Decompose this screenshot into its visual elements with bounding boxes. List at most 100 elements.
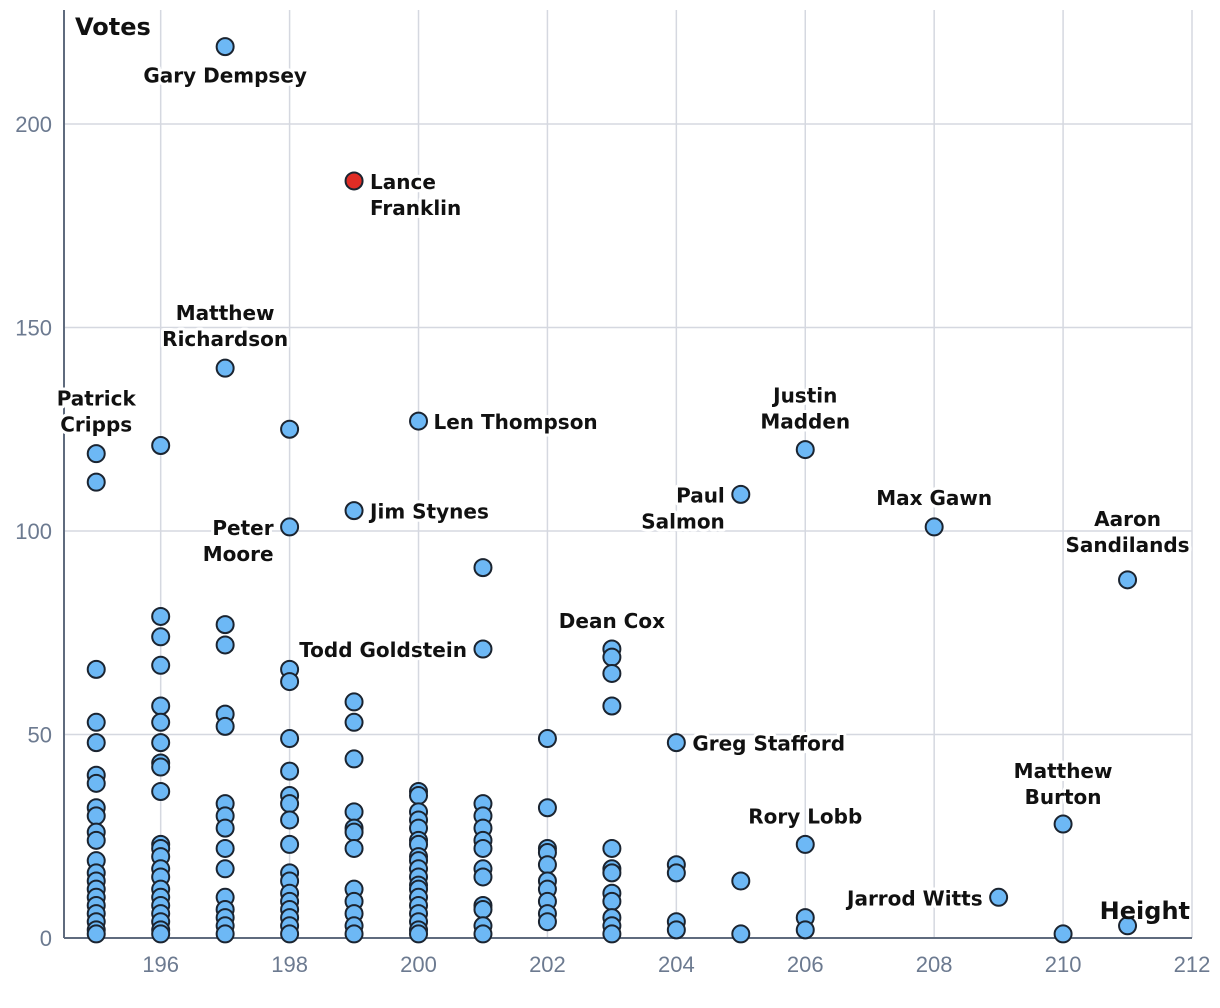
data-point	[344, 712, 364, 732]
data-point	[280, 794, 300, 814]
annotation-line: Rory Lobb	[748, 804, 862, 828]
annotation-line: Lance	[370, 170, 436, 194]
data-point	[473, 924, 493, 944]
data-point	[344, 501, 364, 521]
annotation-line: Greg Stafford	[692, 732, 845, 756]
data-point	[151, 712, 171, 732]
data-point	[215, 635, 235, 655]
annotation-line: Max Gawn	[876, 486, 992, 510]
data-point	[473, 558, 493, 578]
data-point	[537, 729, 557, 749]
annotation-label: Jarrod Witts	[845, 886, 983, 910]
data-point	[215, 838, 235, 858]
annotation-line: Richardson	[162, 327, 288, 351]
data-point	[151, 627, 171, 647]
data-point	[215, 716, 235, 736]
x-tick-label: 200	[400, 952, 437, 977]
annotation-label: Rory Lobb	[748, 804, 862, 828]
x-tick-label: 208	[916, 952, 953, 977]
data-point	[151, 606, 171, 626]
y-tick-label: 0	[40, 926, 52, 951]
data-point	[602, 647, 622, 667]
x-tick-label: 206	[787, 952, 824, 977]
x-tick-label: 202	[529, 952, 566, 977]
data-point	[86, 806, 106, 826]
annotation-label: Max Gawn	[876, 486, 992, 510]
data-point	[1118, 916, 1138, 936]
annotation-label: Aaron Sandilands	[1065, 507, 1189, 557]
data-point	[280, 729, 300, 749]
data-point	[473, 900, 493, 920]
data-point	[280, 517, 300, 537]
data-point	[86, 924, 106, 944]
annotation-line: Gary Dempsey	[143, 64, 307, 88]
data-point	[280, 834, 300, 854]
data-point	[86, 830, 106, 850]
data-point	[86, 773, 106, 793]
annotation-label: Justin Madden	[760, 384, 850, 434]
data-point	[215, 818, 235, 838]
data-point	[537, 855, 557, 875]
data-point	[409, 411, 429, 431]
data-point	[924, 517, 944, 537]
data-point	[344, 838, 364, 858]
data-point	[602, 838, 622, 858]
annotation-line: Moore	[203, 542, 274, 566]
data-point	[344, 802, 364, 822]
data-point	[344, 924, 364, 944]
annotation-label: Patrick Cripps	[57, 387, 137, 437]
data-point	[344, 822, 364, 842]
data-point	[215, 924, 235, 944]
data-point	[1053, 924, 1073, 944]
gridlines	[64, 10, 1193, 938]
data-point	[215, 859, 235, 879]
annotation-line: Matthew	[1014, 759, 1113, 783]
data-point	[989, 887, 1009, 907]
data-point	[1118, 570, 1138, 590]
data-point	[280, 419, 300, 439]
data-points	[86, 37, 1138, 944]
x-tick-label: 196	[142, 952, 179, 977]
data-point	[86, 733, 106, 753]
data-point	[215, 37, 235, 57]
annotation-label: Lance Franklin	[370, 170, 461, 220]
x-tick-label: 212	[1174, 952, 1211, 977]
data-point	[409, 786, 429, 806]
annotation-line: Burton	[1025, 785, 1102, 809]
annotation-line: Len Thompson	[434, 410, 598, 434]
y-tick-label: 50	[28, 722, 52, 747]
annotation-label: Dean Cox	[559, 609, 665, 633]
data-point	[151, 655, 171, 675]
x-tick-label: 198	[271, 952, 308, 977]
data-point	[731, 871, 751, 891]
data-point	[602, 663, 622, 683]
annotation-line: Jim Stynes	[368, 500, 489, 524]
tick-labels: 196 198 200 202 204 206 208 210 212 0 50 100 150 200	[15, 112, 1210, 977]
data-point	[280, 810, 300, 830]
data-point	[473, 639, 493, 659]
data-point	[409, 924, 429, 944]
annotation-line: Matthew	[176, 301, 275, 325]
data-point	[731, 484, 751, 504]
annotation-label: Len Thompson	[434, 410, 598, 434]
annotation-line: Madden	[760, 410, 850, 434]
data-point	[151, 781, 171, 801]
annotation-label: Jim Stynes	[368, 500, 489, 524]
annotation-line: Justin	[771, 384, 837, 408]
data-point	[602, 924, 622, 944]
data-point	[537, 912, 557, 932]
x-axis-title: Height	[1100, 897, 1190, 925]
data-point	[731, 924, 751, 944]
data-point	[151, 436, 171, 456]
axes	[63, 10, 1192, 939]
annotation-label: Matthew Richardson	[162, 301, 288, 351]
annotation-line: Sandilands	[1065, 533, 1189, 557]
data-point	[473, 867, 493, 887]
annotation-label: Paul Salmon	[641, 483, 725, 533]
data-point	[602, 696, 622, 716]
annotation-line: Cripps	[60, 413, 132, 437]
data-point	[537, 798, 557, 818]
data-point	[666, 920, 686, 940]
